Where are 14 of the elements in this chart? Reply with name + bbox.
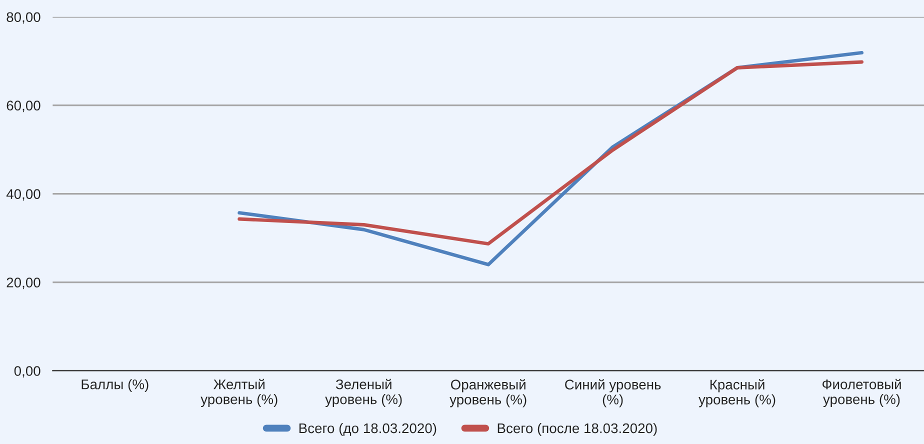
legend-label: Всего (до 18.03.2020)	[299, 422, 436, 436]
x-tick-label: Желтый уровень (%)	[200, 378, 278, 407]
y-tick-label: 80,00	[6, 12, 40, 24]
x-tick-label: Оранжевый уровень (%)	[450, 379, 526, 408]
x-tick-label: Баллы (%)	[82, 379, 148, 392]
x-tick-label: Зеленый уровень (%)	[325, 378, 402, 407]
legend-label: Всего (после 18.03.2020)	[498, 422, 657, 436]
x-tick-label: Красный уровень (%)	[698, 379, 776, 408]
y-tick-label: 40,00	[6, 189, 40, 201]
x-tick-label: Фиолетовый уровень (%)	[822, 378, 901, 407]
y-tick-label: 0,00	[14, 366, 40, 378]
x-tick-label: Синий уровень (%)	[565, 379, 661, 408]
y-tick-label: 60,00	[6, 100, 40, 112]
y-tick-label: 20,00	[6, 278, 40, 290]
